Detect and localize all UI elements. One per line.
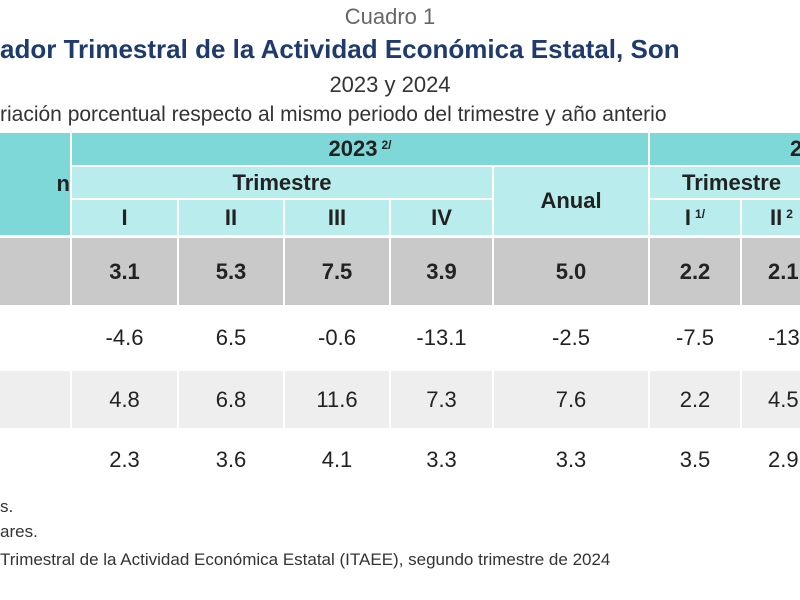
data-cell: 6.5 (179, 307, 283, 369)
group: Trimestre (232, 169, 332, 195)
stub-cell (0, 307, 70, 369)
value: 3.5 (679, 447, 711, 472)
value: 7.3 (426, 386, 457, 412)
data-cell: 4.1 (285, 430, 389, 490)
quarter: III (327, 204, 347, 230)
value: 3.6 (215, 447, 247, 472)
value: 3.3 (426, 447, 457, 472)
group-header: Anual (494, 167, 648, 235)
data-cell: 2.9 (742, 430, 800, 490)
data-cell: 2.2 (650, 371, 740, 428)
year: 2023 (328, 136, 378, 161)
year: 2 (790, 136, 800, 161)
value: 2.1 (768, 258, 799, 284)
subtitle: riación porcentual respecto al mismo per… (0, 103, 667, 126)
value: 2.2 (679, 258, 711, 284)
data-cell: 3.5 (650, 430, 740, 490)
footnote: Trimestral de la Actividad Económica Est… (0, 550, 611, 569)
data-cell: 3.1 (72, 238, 177, 305)
value: 6.5 (215, 325, 247, 350)
quarter-header: II (179, 200, 283, 235)
value: 2.9 (768, 447, 799, 472)
data-cell: 2.3 (72, 430, 177, 490)
data-cell: -2.5 (494, 307, 648, 369)
quarter-header: III (285, 200, 389, 235)
group-header: Trimestre (72, 167, 492, 198)
data-cell: 7.5 (285, 238, 389, 305)
year-header: 2023 2/ (72, 133, 648, 165)
data-cell: -7.5 (650, 307, 740, 369)
value: 4.5 (768, 386, 799, 412)
quarter-header: I (72, 200, 177, 235)
value: 5.0 (555, 258, 587, 284)
data-cell: -0.6 (285, 307, 389, 369)
value: 4.8 (109, 386, 140, 412)
group: Anual (540, 188, 602, 213)
data-cell: 6.8 (179, 371, 283, 428)
table-title: ador Trimestral de la Actividad Económic… (0, 34, 680, 64)
value: -13.1 (416, 325, 467, 350)
value: -7.5 (676, 325, 714, 350)
quarter: IV (431, 204, 452, 230)
data-cell: 5.3 (179, 238, 283, 305)
value: -4.6 (105, 325, 144, 350)
value: -0.6 (318, 325, 356, 350)
data-cell: 4.8 (72, 371, 177, 428)
data-cell: 7.6 (494, 371, 648, 428)
data-cell: 2.1 (742, 238, 800, 305)
value: 3.3 (555, 447, 587, 472)
data-cell: -4.6 (72, 307, 177, 369)
quarter: I (684, 204, 692, 230)
data-cell: 11.6 (285, 371, 389, 428)
group-header: Trimestre (650, 167, 800, 198)
year-header: 2 (650, 133, 800, 165)
quarter: II (224, 204, 238, 230)
data-cell: -13. (742, 307, 800, 369)
data-cell: 2.2 (650, 238, 740, 305)
value: 2.3 (109, 447, 140, 472)
value: 11.6 (316, 386, 358, 412)
stub-text: n (56, 171, 70, 196)
value: 3.1 (109, 258, 140, 284)
group: Trimestre (682, 169, 782, 195)
years: 2023 y 2024 (329, 72, 451, 97)
data-cell: 5.0 (494, 238, 648, 305)
value: 3.9 (426, 258, 457, 284)
note: 2/ (381, 138, 392, 152)
note: 1/ (695, 206, 706, 221)
note: 2 (786, 206, 793, 221)
stub-cell (0, 238, 70, 305)
data-cell: 3.3 (391, 430, 492, 490)
data-cell: 3.9 (391, 238, 492, 305)
data-cell: 4.5 (742, 371, 800, 428)
value: -2.5 (552, 325, 590, 350)
value: 7.6 (555, 386, 587, 412)
value: -13. (768, 325, 800, 350)
value: 2.2 (679, 386, 711, 412)
stub-cell (0, 430, 70, 490)
footnote: ares. (0, 522, 38, 541)
data-cell: 3.3 (494, 430, 648, 490)
data-cell: 7.3 (391, 371, 492, 428)
quarter-header: IV (391, 200, 492, 235)
quarter-header: II 2 (742, 200, 800, 235)
quarter: I (121, 204, 128, 230)
stub-header: n (0, 133, 70, 235)
quarter: II (770, 204, 783, 230)
value: 5.3 (215, 258, 247, 284)
quarter-header: I 1/ (650, 200, 740, 235)
footnote: s. (0, 497, 14, 516)
data-cell: -13.1 (391, 307, 492, 369)
stub-cell (0, 371, 70, 428)
value: 4.1 (321, 447, 353, 472)
value: 6.8 (215, 386, 247, 412)
value: 7.5 (321, 258, 353, 284)
table-label: Cuadro 1 (344, 4, 436, 29)
data-cell: 3.6 (179, 430, 283, 490)
